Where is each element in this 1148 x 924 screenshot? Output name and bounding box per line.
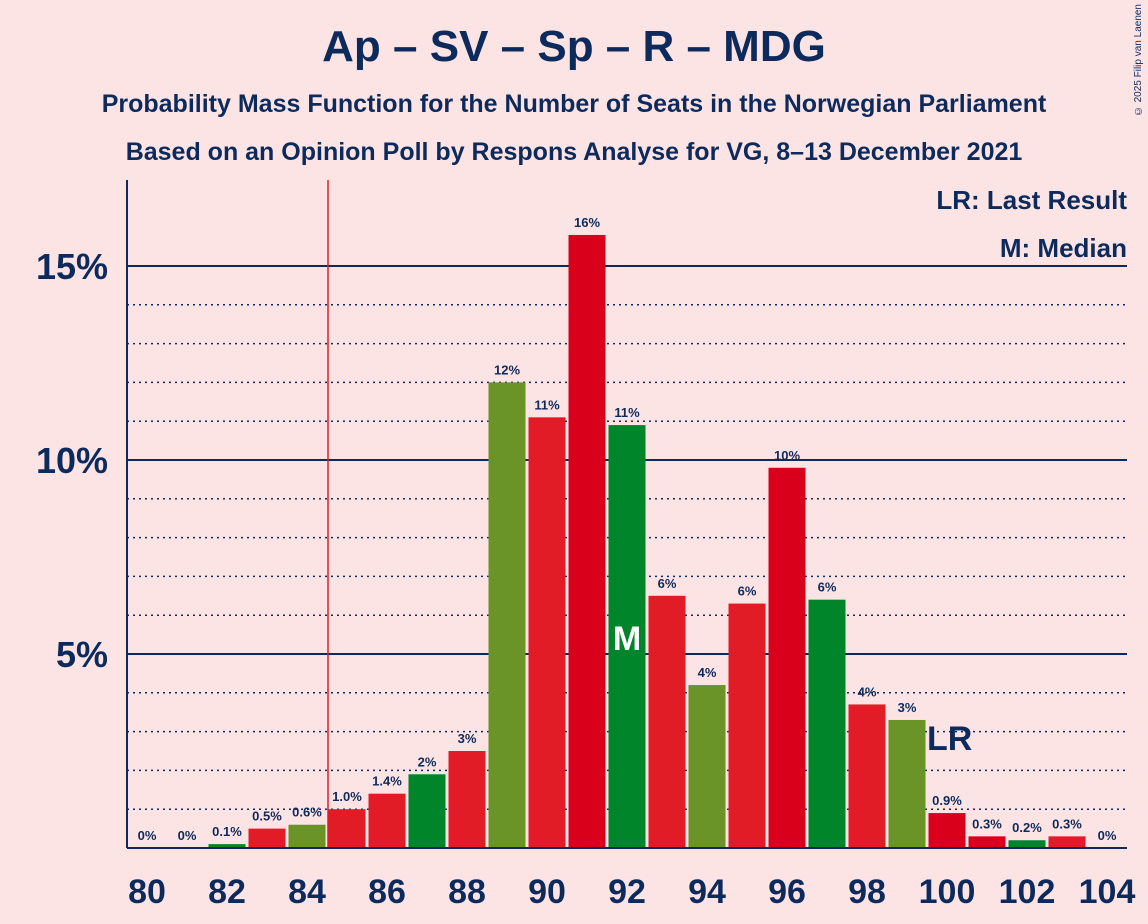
- data-label-seat-95: 6%: [738, 584, 757, 599]
- bar-seat-83: [248, 828, 286, 848]
- bar-seat-87: [408, 774, 446, 848]
- bar-seat-85: [328, 809, 366, 848]
- data-label-seat-90: 11%: [534, 397, 560, 412]
- data-label-seat-85: 1.0%: [332, 789, 362, 804]
- bar-seat-88: [448, 751, 486, 848]
- data-label-seat-89: 12%: [494, 362, 520, 377]
- bar-seat-103: [1048, 836, 1086, 848]
- chart-subtitle-source: Based on an Opinion Poll by Respons Anal…: [125, 138, 1023, 166]
- data-label-seat-91: 16%: [574, 215, 600, 230]
- y-tick-label: 5%: [56, 634, 108, 675]
- chart-title: Ap – SV – Sp – R – MDG: [322, 22, 826, 71]
- x-tick-label: 98: [848, 873, 886, 911]
- bar-seat-97: [808, 599, 846, 848]
- x-tick-label: 88: [448, 873, 486, 911]
- bar-seat-98: [848, 704, 886, 848]
- data-label-seat-87: 2%: [418, 754, 437, 769]
- bar-seat-96: [768, 467, 806, 848]
- y-tick-label: 15%: [36, 246, 108, 287]
- data-label-seat-93: 6%: [658, 576, 677, 591]
- x-tick-label: 80: [128, 873, 166, 911]
- chart-subtitle: Probability Mass Function for the Number…: [101, 90, 1047, 118]
- legend-last-result: LR: Last Result: [936, 185, 1127, 215]
- data-label-seat-102: 0.2%: [1012, 820, 1042, 835]
- data-label-seat-103: 0.3%: [1052, 816, 1082, 831]
- bar-seat-89: [488, 382, 526, 848]
- x-tick-label: 86: [368, 873, 406, 911]
- bar-seat-86: [368, 793, 406, 848]
- data-label-seat-97: 6%: [818, 580, 837, 595]
- legend-median: M: Median: [1000, 233, 1127, 263]
- bar-seat-102: [1008, 840, 1046, 848]
- data-label-seat-81: 0%: [178, 828, 197, 843]
- x-tick-label: 100: [919, 873, 976, 911]
- data-label-seat-99: 3%: [898, 700, 917, 715]
- x-tick-label: 90: [528, 873, 566, 911]
- axes: 5% 10% 15% 80 82 84 86 88 90 92 94 96 98 100 102 104: [36, 180, 1136, 911]
- data-label-seat-104: 0%: [1098, 828, 1117, 843]
- x-tick-label: 96: [768, 873, 806, 911]
- bar-seat-100: [928, 813, 966, 848]
- bars: [208, 234, 1086, 848]
- bar-seat-90: [528, 417, 566, 848]
- data-label-seat-88: 3%: [458, 731, 477, 746]
- bar-seat-82: [208, 844, 246, 848]
- x-tick-label: 94: [688, 873, 726, 911]
- bar-seat-99: [888, 719, 926, 848]
- bar-seat-91: [568, 234, 606, 848]
- x-tick-label: 92: [608, 873, 646, 911]
- data-label-seat-96: 10%: [774, 448, 800, 463]
- data-label-seat-92: 11%: [614, 405, 640, 420]
- data-label-seat-83: 0.5%: [252, 809, 282, 824]
- data-label-seat-94: 4%: [698, 665, 717, 680]
- data-label-seat-82: 0.1%: [212, 824, 242, 839]
- data-labels: 0% 0% 0.1% 0.5% 0.6% 1.0% 1.4% 2% 3% 12% 11% 16% 11%…: [138, 215, 1117, 843]
- data-label-seat-98: 4%: [858, 684, 877, 699]
- x-tick-label: 82: [208, 873, 246, 911]
- bar-seat-95: [728, 603, 766, 848]
- bar-seat-84: [288, 824, 326, 848]
- data-label-seat-101: 0.3%: [972, 816, 1002, 831]
- median-marker: M: [613, 620, 641, 658]
- data-label-seat-84: 0.6%: [292, 805, 322, 820]
- bar-seat-92: [608, 425, 646, 848]
- data-label-seat-100: 0.9%: [932, 793, 962, 808]
- bar-seat-94: [688, 685, 726, 848]
- bar-seat-101: [968, 836, 1006, 848]
- last-result-marker: LR: [927, 720, 972, 758]
- x-tick-label: 102: [999, 873, 1056, 911]
- data-label-seat-86: 1.4%: [372, 774, 402, 789]
- bar-seat-93: [648, 595, 686, 848]
- y-tick-label: 10%: [36, 440, 108, 481]
- x-tick-label: 84: [288, 873, 326, 911]
- data-label-seat-80: 0%: [138, 828, 157, 843]
- x-tick-label: 104: [1079, 873, 1136, 911]
